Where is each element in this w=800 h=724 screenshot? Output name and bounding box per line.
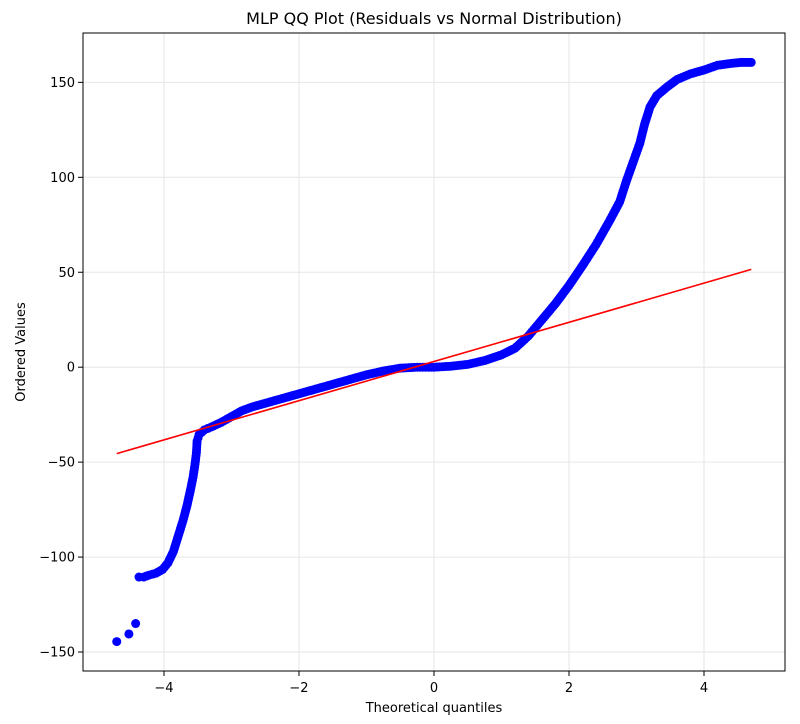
reference-line (116, 268, 752, 455)
ticks: −4 −2 0 2 4 −150 −100 −50 0 50 100 150 (39, 76, 708, 696)
x-tick-label: −2 (289, 681, 308, 696)
y-tick-label: −50 (48, 456, 75, 471)
chart-title: MLP QQ Plot (Residuals vs Normal Distrib… (246, 9, 622, 28)
y-tick-label: 50 (58, 266, 75, 281)
y-tick-label: 100 (50, 171, 75, 186)
qq-point (112, 637, 122, 647)
y-tick-label: 150 (50, 76, 75, 91)
x-tick-label: 4 (700, 681, 708, 696)
y-tick-label: −100 (39, 551, 75, 566)
x-tick-label: −4 (154, 681, 173, 696)
y-tick-label: 0 (67, 361, 75, 376)
x-axis-title: Theoretical quantiles (365, 701, 503, 716)
series-layer (112, 57, 756, 647)
x-tick-label: 2 (565, 681, 573, 696)
x-tick-label: 0 (430, 681, 438, 696)
qq-point (124, 629, 134, 639)
y-tick-label: −150 (39, 646, 75, 661)
y-axis-title: Ordered Values (14, 302, 29, 402)
qq-point (746, 57, 756, 67)
qq-point (131, 619, 141, 629)
